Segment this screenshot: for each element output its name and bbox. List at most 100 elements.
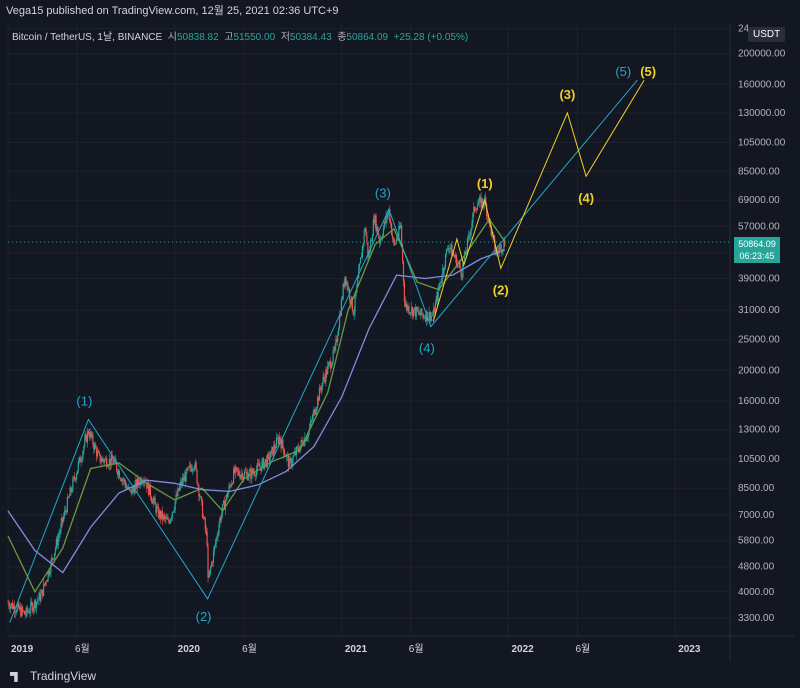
candle-body [69,487,71,497]
y-tick-label: 20000.00 [738,365,780,376]
candle-body [241,473,243,476]
symbol-title: Bitcoin / TetherUS, 1날, BINANCE [12,32,163,43]
candle-body [197,483,199,486]
candle-body [62,517,64,521]
candle-body [102,458,104,461]
candle-body [215,537,217,544]
candle-body [64,510,67,511]
y-tick-label: 10500.00 [738,454,780,465]
wave-label-cyan: (5) [615,64,631,79]
candle-body [211,562,213,568]
candle-body [359,263,361,269]
candle-body [130,489,132,495]
candle-body [207,545,209,578]
candle-body [97,451,100,453]
candle-body [485,197,487,204]
candle-body [154,497,156,504]
candle-body [303,444,305,446]
candle-body [213,546,216,551]
candle-body [504,240,506,246]
candle-body [198,485,200,497]
candle-body [384,221,386,224]
candle-body [468,235,470,236]
candle-body [292,456,294,463]
candle-body [352,310,354,315]
candle-body [92,434,94,445]
candle-body [210,567,212,570]
candle-body [237,470,239,472]
candle-body [405,304,407,307]
x-tick-label: 6월 [75,643,90,655]
candle-body [471,222,473,229]
candle-body [391,234,394,239]
candle-body [321,382,323,390]
candle-body [58,534,60,538]
candle-body [90,431,92,437]
candle-body [209,569,211,576]
candle-body [222,504,224,513]
candle-body [95,448,98,457]
candle-body [380,238,382,244]
candle-body [169,521,171,524]
candle-body [280,441,282,449]
candle-body [499,244,501,248]
candle-body [199,496,201,498]
candle-body [157,507,159,508]
candle-body [176,494,178,497]
candle-body [398,225,400,236]
currency-badge[interactable]: USDT [748,27,786,42]
candle-body [293,454,295,457]
candle-body [110,455,112,466]
candle-body [403,281,405,302]
candle-body [129,489,131,490]
candle-body [393,240,395,245]
candle-body [212,550,215,563]
candle-body [487,215,490,223]
candle-body [32,607,35,612]
candle-body [11,603,14,609]
candle-body [191,469,194,472]
candle-body [204,518,206,530]
wave-label-cyan: (2) [196,609,212,624]
candle-body [175,494,177,502]
candle-body [156,507,158,513]
candle-body [136,479,138,488]
candle-body [122,479,124,481]
wave-label-yellow: (1) [477,176,493,191]
candle-body [348,289,350,291]
candle-body [10,605,12,610]
candle-body [410,312,412,314]
candle-body [41,589,43,594]
x-tick-label: 2019 [11,644,34,655]
candle-body [259,466,261,468]
candle-body [141,482,143,484]
candle-body [390,221,392,224]
high-label: 고 [224,32,234,43]
candle-body [438,287,440,288]
candle-body [17,603,19,607]
candle-body [162,514,164,520]
candle-body [445,249,448,254]
candle-body [304,437,306,446]
candle-body [409,312,411,314]
candle-body [273,445,275,456]
candle-body [153,497,155,501]
moving-average-line [7,218,506,594]
candle-body [417,310,419,312]
candle-body [416,307,418,312]
candle-body [359,257,362,264]
candle-body [117,470,120,476]
candle-body [166,517,168,520]
candle-body [104,459,106,463]
candle-body [411,307,413,313]
candle-body [52,557,54,559]
candle-body [220,517,222,520]
candle-body [231,483,233,487]
candle-body [120,479,122,482]
candle-body [190,464,192,468]
candle-body [374,215,376,224]
candle-body [21,606,23,617]
candle-body [159,510,162,519]
candle-body [160,510,163,519]
